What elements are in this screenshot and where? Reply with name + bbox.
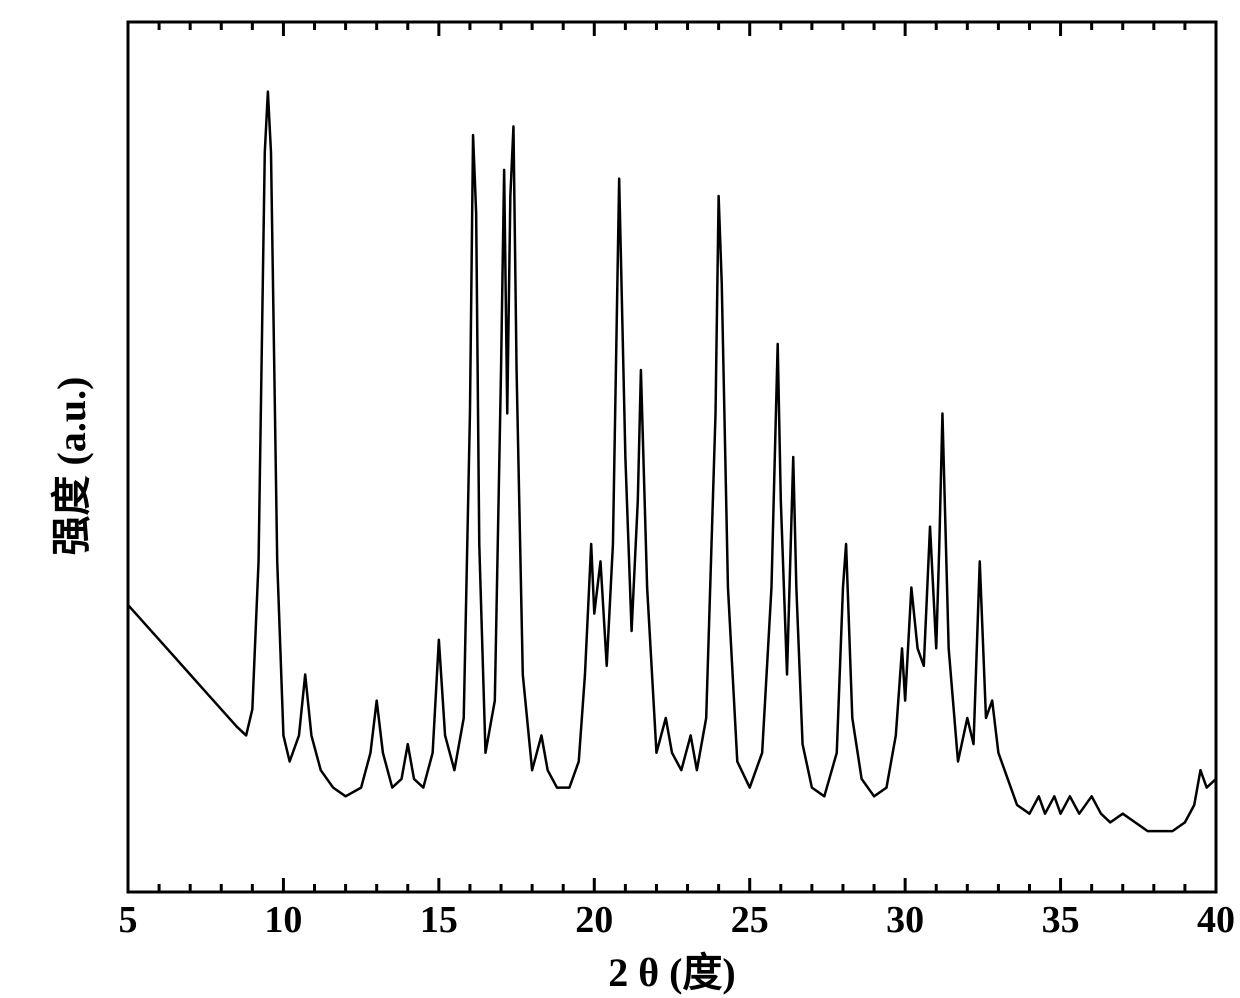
- xrd-figure: 强度 (a.u.) 2 θ (度) 5 10 15 20 25 30 35 40: [0, 0, 1240, 998]
- chart-svg: [0, 0, 1240, 998]
- x-tick-label: 30: [865, 898, 945, 942]
- x-tick-label: 10: [243, 898, 323, 942]
- x-tick-label: 20: [554, 898, 634, 942]
- x-axis-label: 2 θ (度): [522, 940, 822, 998]
- x-tick-label: 40: [1176, 898, 1240, 942]
- x-tick-label: 15: [399, 898, 479, 942]
- x-tick-label: 5: [88, 898, 168, 942]
- x-tick-label: 35: [1021, 898, 1101, 942]
- x-tick-label: 25: [710, 898, 790, 942]
- y-axis-label: 强度 (a.u.): [39, 366, 97, 566]
